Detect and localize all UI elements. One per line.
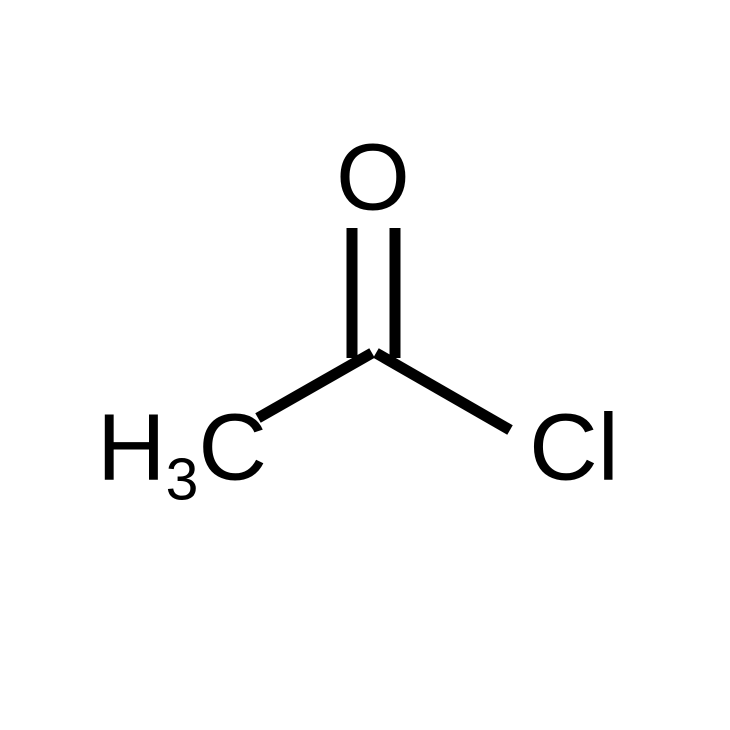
chemical-structure-diagram: O H3C Cl	[0, 0, 730, 730]
bond-to-methyl	[258, 353, 372, 418]
atom-oxygen: O	[336, 124, 410, 233]
atom-chlorine: Cl	[529, 394, 619, 503]
atom-methyl: H3C	[97, 394, 267, 503]
bond-to-chlorine	[376, 353, 510, 430]
bond-layer	[0, 0, 730, 730]
